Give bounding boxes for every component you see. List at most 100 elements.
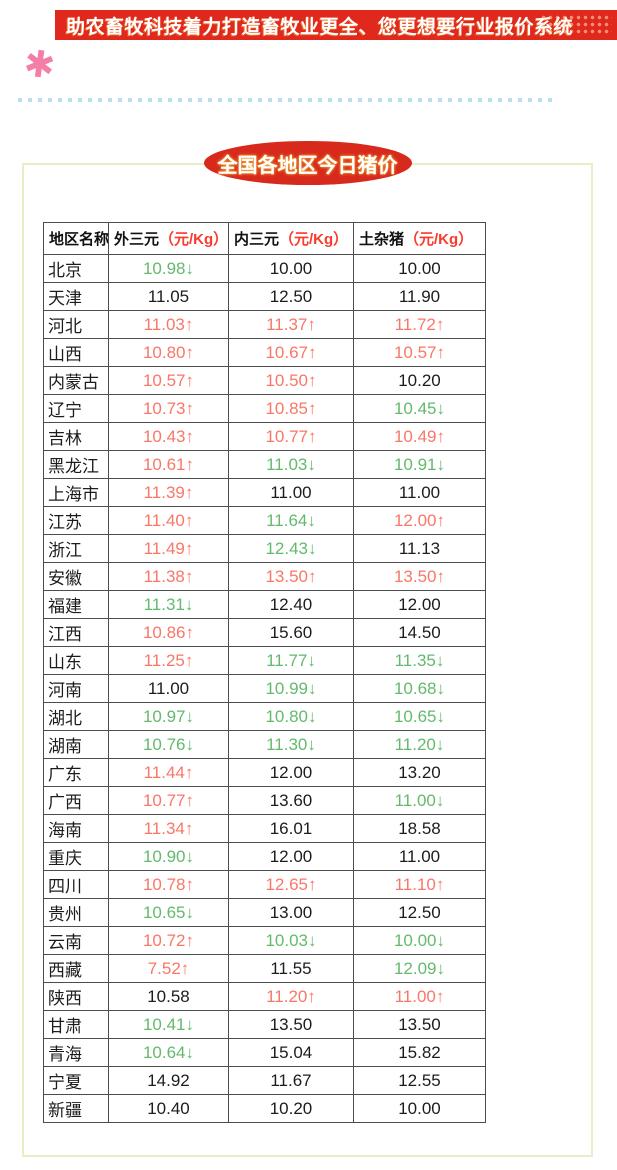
price-value: 12.09↓ bbox=[393, 958, 446, 978]
table-row: 西藏 7.52↑ 11.55 12.09↓ bbox=[43, 954, 486, 983]
price-value: 10.91↓ bbox=[393, 454, 446, 474]
price-cell-outer-ternary: 10.40 bbox=[108, 1094, 229, 1123]
price-cell-crossbred: 13.50↑ bbox=[353, 562, 486, 591]
price-cell-outer-ternary: 10.77↑ bbox=[108, 786, 229, 815]
price-value: 13.00 bbox=[269, 902, 313, 922]
price-value: 12.00 bbox=[269, 762, 313, 782]
table-row: 吉林 10.43↑ 10.77↑ 10.49↑ bbox=[43, 422, 486, 451]
price-value: 10.57↑ bbox=[142, 370, 195, 390]
price-value: 12.00↑ bbox=[393, 510, 446, 530]
price-value: 12.50 bbox=[398, 902, 441, 922]
price-cell-crossbred: 11.20↓ bbox=[353, 730, 486, 759]
header-row: 地区名称 外三元（元/Kg） 内三元（元/Kg） 土杂猪（元/Kg） bbox=[43, 222, 486, 255]
region-name-cell: 福建 bbox=[43, 590, 109, 619]
region-name-cell: 上海市 bbox=[43, 478, 109, 507]
price-value: 13.50↑ bbox=[393, 566, 446, 586]
price-cell-inner-ternary: 10.50↑ bbox=[228, 366, 354, 395]
table-row: 辽宁 10.73↑ 10.85↑ 10.45↓ bbox=[43, 394, 486, 423]
table-row: 云南 10.72↑ 10.03↓ 10.00↓ bbox=[43, 926, 486, 955]
price-cell-inner-ternary: 11.30↓ bbox=[228, 730, 354, 759]
price-cell-outer-ternary: 10.65↓ bbox=[108, 898, 229, 927]
price-value: 11.38↑ bbox=[143, 566, 194, 586]
table-row: 青海 10.64↓ 15.04 15.82 bbox=[43, 1038, 486, 1067]
price-cell-inner-ternary: 12.00 bbox=[228, 842, 354, 871]
price-value: 12.43↓ bbox=[265, 538, 317, 558]
price-cell-inner-ternary: 11.00 bbox=[228, 478, 354, 507]
price-cell-inner-ternary: 11.67 bbox=[228, 1066, 354, 1095]
table-row: 重庆 10.90↓ 12.00 11.00 bbox=[43, 842, 486, 871]
price-cell-outer-ternary: 10.80↑ bbox=[108, 338, 229, 367]
region-name-cell: 宁夏 bbox=[43, 1066, 109, 1095]
price-value: 10.64↓ bbox=[142, 1042, 195, 1062]
price-value: 15.82 bbox=[398, 1042, 441, 1062]
price-value: 11.31↓ bbox=[143, 594, 194, 614]
price-table-header: 地区名称 外三元（元/Kg） 内三元（元/Kg） 土杂猪（元/Kg） bbox=[43, 222, 486, 255]
price-value: 10.80↑ bbox=[142, 342, 195, 362]
price-value: 10.68↓ bbox=[393, 678, 446, 698]
price-value: 10.43↑ bbox=[142, 426, 195, 446]
price-cell-crossbred: 12.00↑ bbox=[353, 506, 486, 535]
price-cell-crossbred: 10.00 bbox=[353, 254, 486, 283]
price-value: 11.03↓ bbox=[266, 454, 316, 474]
price-cell-crossbred: 11.90 bbox=[353, 282, 486, 311]
region-name-cell: 河南 bbox=[43, 674, 109, 703]
table-row: 山西 10.80↑ 10.67↑ 10.57↑ bbox=[43, 338, 486, 367]
price-value: 11.00 bbox=[398, 846, 441, 866]
price-cell-crossbred: 11.00 bbox=[353, 842, 486, 871]
price-cell-outer-ternary: 10.43↑ bbox=[108, 422, 229, 451]
price-value: 10.65↓ bbox=[393, 706, 446, 726]
price-value: 10.99↓ bbox=[265, 678, 317, 698]
region-name-cell: 甘肃 bbox=[43, 1010, 109, 1039]
price-value: 11.10↑ bbox=[394, 874, 445, 894]
price-value: 12.00 bbox=[398, 594, 441, 614]
price-value: 11.25↑ bbox=[143, 650, 194, 670]
table-row: 广西 10.77↑ 13.60 11.00↓ bbox=[43, 786, 486, 815]
price-cell-inner-ternary: 13.50 bbox=[228, 1010, 354, 1039]
price-value: 10.86↑ bbox=[142, 622, 195, 642]
price-cell-outer-ternary: 11.40↑ bbox=[108, 506, 229, 535]
page-title-badge: 全国各地区今日猪价 bbox=[203, 141, 412, 185]
price-cell-inner-ternary: 13.60 bbox=[228, 786, 354, 815]
price-cell-inner-ternary: 11.37↑ bbox=[228, 310, 354, 339]
region-name-cell: 江西 bbox=[43, 618, 109, 647]
region-name-cell: 云南 bbox=[43, 926, 109, 955]
price-cell-outer-ternary: 7.52↑ bbox=[108, 954, 229, 983]
price-cell-crossbred: 12.00 bbox=[353, 590, 486, 619]
price-cell-outer-ternary: 10.64↓ bbox=[108, 1038, 229, 1067]
price-cell-inner-ternary: 13.00 bbox=[228, 898, 354, 927]
price-cell-inner-ternary: 11.55 bbox=[228, 954, 354, 983]
price-cell-crossbred: 10.91↓ bbox=[353, 450, 486, 479]
table-row: 海南 11.34↑ 16.01 18.58 bbox=[43, 814, 486, 843]
price-cell-crossbred: 11.00↓ bbox=[353, 786, 486, 815]
region-name-cell: 广东 bbox=[43, 758, 109, 787]
banner-dots-pattern bbox=[540, 14, 612, 36]
price-cell-outer-ternary: 11.38↑ bbox=[108, 562, 229, 591]
top-banner: 助农畜牧科技着力打造畜牧业更全、您更想要行业报价系统 bbox=[55, 10, 617, 40]
price-value: 7.52↑ bbox=[147, 958, 190, 978]
price-table: 地区名称 外三元（元/Kg） 内三元（元/Kg） 土杂猪（元/Kg） 北京 10.98… bbox=[43, 222, 486, 1123]
price-value: 18.58 bbox=[398, 818, 441, 838]
price-cell-crossbred: 11.35↓ bbox=[353, 646, 486, 675]
price-value: 11.34↑ bbox=[143, 818, 194, 838]
price-cell-outer-ternary: 10.72↑ bbox=[108, 926, 229, 955]
price-cell-inner-ternary: 10.99↓ bbox=[228, 674, 354, 703]
price-cell-outer-ternary: 11.03↑ bbox=[108, 310, 229, 339]
price-value: 10.03↓ bbox=[265, 930, 317, 950]
price-value: 10.61↑ bbox=[142, 454, 195, 474]
price-value: 10.20 bbox=[398, 370, 441, 390]
price-value: 11.13 bbox=[398, 538, 441, 558]
region-name-cell: 湖北 bbox=[43, 702, 109, 731]
table-row: 甘肃 10.41↓ 13.50 13.50 bbox=[43, 1010, 486, 1039]
price-cell-crossbred: 11.00↑ bbox=[353, 982, 486, 1011]
price-cell-crossbred: 10.00↓ bbox=[353, 926, 486, 955]
dotted-divider bbox=[18, 98, 552, 102]
price-cell-outer-ternary: 10.86↑ bbox=[108, 618, 229, 647]
price-cell-inner-ternary: 10.20 bbox=[228, 1094, 354, 1123]
price-cell-outer-ternary: 10.41↓ bbox=[108, 1010, 229, 1039]
price-value: 10.41↓ bbox=[142, 1014, 195, 1034]
price-value: 10.49↑ bbox=[393, 426, 446, 446]
table-row: 湖北 10.97↓ 10.80↓ 10.65↓ bbox=[43, 702, 486, 731]
price-value: 16.01 bbox=[269, 818, 313, 838]
region-name-cell: 内蒙古 bbox=[43, 366, 109, 395]
